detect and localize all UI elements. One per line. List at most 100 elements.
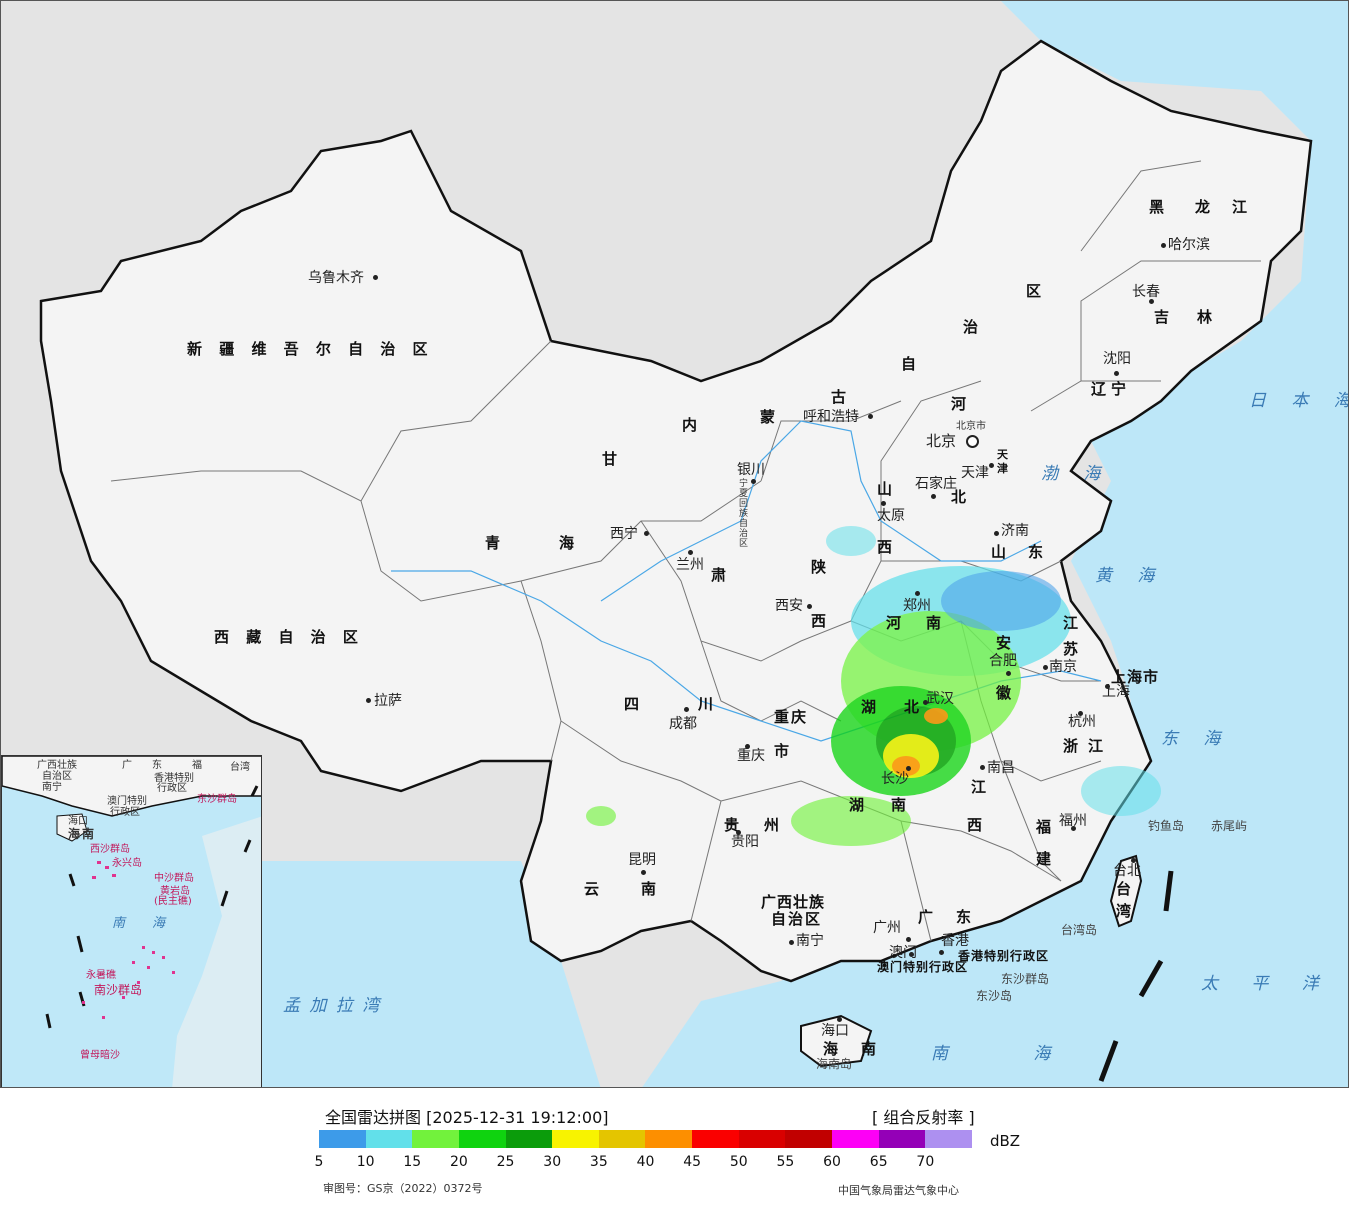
label-hebei-1: 河 [951,395,973,413]
colorbar-swatch [785,1130,833,1148]
city-harbin: 哈尔滨 [1168,237,1210,253]
city-taipei: 台北 [1113,863,1141,879]
label-neimenggu-2: 蒙 [760,408,782,426]
city-hefei: 合肥 [989,653,1017,669]
city-dot [641,870,646,875]
city-dot [989,463,994,468]
inset-hainan-1: 海 [68,827,81,841]
colorbar-swatch [692,1130,739,1148]
legend-unit: dBZ [990,1132,1021,1150]
city-yinchuan: 银川 [737,462,765,478]
label-shanxi-2: 西 [877,538,899,556]
city-dot [1043,665,1048,670]
city-dot [1131,858,1136,863]
city-haikou: 海口 [821,1023,849,1039]
city-dot [939,950,944,955]
city-shenyang: 沈阳 [1103,351,1131,367]
city-dot [909,952,914,957]
inset-macau-2: 行政区 [110,807,140,818]
colorbar-swatch [878,1130,926,1148]
city-beijing: 北京 [926,432,957,450]
city-dot [1161,243,1166,248]
label-guangxi-2: 自治区 [771,910,823,928]
city-dot [1071,826,1076,831]
city-dot [1114,371,1119,376]
label-jilin-1: 吉 [1154,308,1176,326]
label-tianjin-1: 天 [997,448,1014,461]
label-qinghai-1: 青 [485,534,507,552]
label-heilongjiang-2: 龙 [1195,198,1217,216]
label-hainan-1: 海 [823,1040,845,1058]
city-lanzhou: 兰州 [676,557,704,573]
city-dot [751,479,756,484]
inset-map [2,756,261,1087]
city-tianjin: 天津 [961,465,989,481]
city-fuzhou: 福州 [1059,813,1087,829]
city-shijiazhuang: 石家庄 [915,476,957,492]
city-dot [931,494,936,499]
city-dot [684,707,689,712]
label-liaoning-2: 宁 [1111,380,1133,398]
map-base [39,1,1348,1087]
colorbar-tick-label: 5 [314,1154,324,1170]
colorbar-swatch [412,1130,459,1148]
label-beijing-municipality: 北京市 [956,421,986,432]
city-dot [807,604,812,609]
city-dot [1006,671,1011,676]
label-gansu-2: 肃 [711,566,733,584]
city-taiyuan: 太原 [877,508,905,524]
label-guangxi-1: 广西壮族 [761,893,826,911]
city-changsha: 长沙 [881,771,909,787]
label-hk-sar: 香港特别行政区 [958,949,1050,963]
city-dot [1105,684,1110,689]
taiwan-island [1109,854,1143,928]
colorbar-swatch [925,1130,972,1148]
city-dot [994,531,999,536]
colorbar-tick-label: 30 [543,1154,562,1170]
colorbar-tick-label: 10 [356,1154,375,1170]
sea-area [642,1,1348,1087]
label-jiangxi-2: 西 [967,816,989,834]
colorbar-tick-label: 60 [823,1154,841,1170]
city-dot [868,414,873,419]
city-dot [881,501,886,506]
inset-guangdong-1: 广 [122,760,132,771]
city-hangzhou: 杭州 [1068,714,1096,730]
label-hebei-2: 北 [951,488,973,506]
inset-yongxing: 永兴岛 [112,858,142,869]
south-china-sea-inset: 广西壮族 自治区 南宁 广 东 福 台湾 香港特别 行政区 澳门特别 行政区 东… [1,755,262,1087]
city-dot [980,765,985,770]
inset-huangyan: 黄岩岛 [160,886,190,897]
label-chongqing-1: 重庆 [774,708,809,726]
city-lhasa: 拉萨 [374,693,402,709]
city-dot [789,940,794,945]
colorbar-swatch [645,1130,693,1148]
label-ningxia: 宁夏回族自治区 [739,479,749,549]
city-dot [906,766,911,771]
label-macau-sar: 澳门特别行政区 [877,960,969,974]
city-jinan: 济南 [1001,523,1029,539]
city-dot [837,1017,842,1022]
city-chongqing: 重庆 [737,748,765,764]
label-jilin-2: 林 [1197,308,1219,326]
inset-nanning: 南宁 [42,782,62,793]
city-dot [366,698,371,703]
label-shandong-1: 山 [991,543,1013,561]
label-shaanxi-2: 西 [811,612,833,630]
china-mainland [39,39,1313,983]
city-dot [906,937,911,942]
label-yunnan-1: 云 [584,880,606,898]
legend-product: [ 组合反射率 ] [872,1108,975,1127]
city-dot [915,591,920,596]
colorbar-swatch [365,1130,413,1148]
colorbar-tick-label: 15 [403,1154,422,1170]
city-xining: 西宁 [610,526,638,542]
label-xinjiang: 新 疆 维 吾 尔 自 治 区 [187,340,434,358]
inset-haikou: 海口 [68,816,88,827]
label-taiwan-2: 湾 [1116,902,1138,920]
data-source: 中国气象局雷达气象中心 [838,1184,959,1197]
colorbar-tick-label: 25 [496,1154,515,1170]
inset-guangxi-2: 自治区 [42,771,72,782]
city-hohhot: 呼和浩特 [803,409,859,425]
city-hongkong: 香港 [941,933,969,949]
